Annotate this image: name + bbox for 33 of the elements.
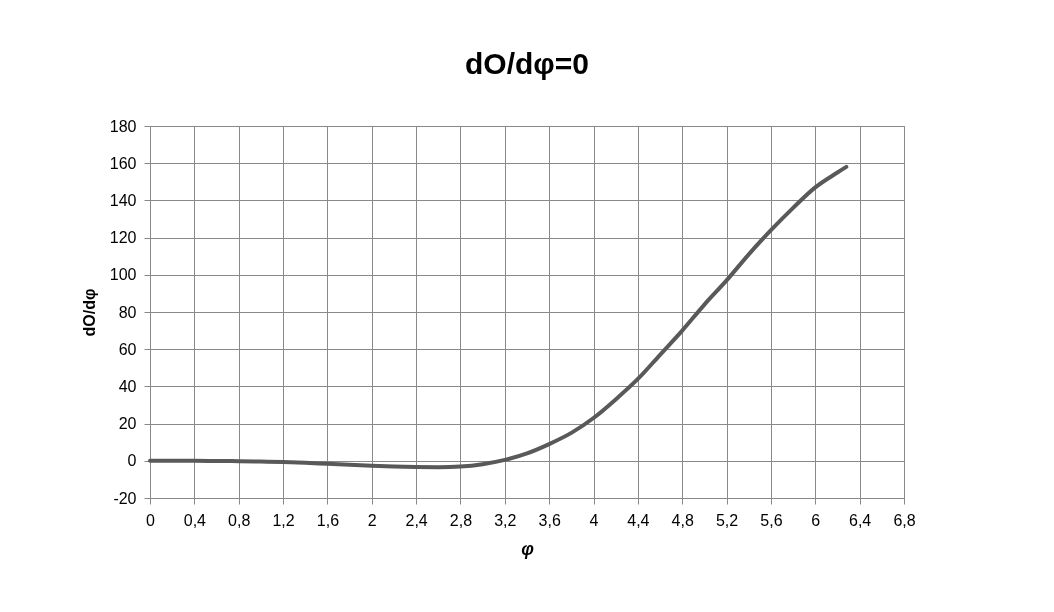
y-axis-title: dO/dφ <box>80 288 98 337</box>
x-tick-label: 4 <box>589 511 599 529</box>
y-tick-label: 140 <box>109 191 137 209</box>
x-tick-label: 3,6 <box>538 511 561 529</box>
line-series <box>148 164 849 470</box>
y-tick-label: 120 <box>109 229 137 247</box>
x-tick-label: 0,4 <box>183 511 207 529</box>
y-tick-label: 180 <box>109 117 137 135</box>
x-tick-label: 1,2 <box>272 511 295 529</box>
x-tick-label: 3,2 <box>494 511 517 529</box>
x-tick-label: 1,6 <box>316 511 340 529</box>
x-tick-label: 0 <box>146 511 156 529</box>
x-tick-label: 2,8 <box>449 511 473 529</box>
x-axis-title: φ <box>521 538 535 559</box>
x-tick-label: 0,8 <box>228 511 251 529</box>
x-tick-label: 6,8 <box>893 511 916 529</box>
y-tick-label: 60 <box>118 340 137 358</box>
x-tick-label: 2 <box>367 511 377 529</box>
x-tick-label: 6 <box>811 511 821 529</box>
x-tick-label: 6,4 <box>849 511 872 529</box>
y-tick-label: 0 <box>127 452 137 470</box>
x-tick-label: 5,2 <box>715 511 739 529</box>
y-tick-label: 40 <box>118 377 137 395</box>
x-tick-label: 2,4 <box>405 511 428 529</box>
x-tick-label: 5,6 <box>760 511 783 529</box>
y-tick-label: 160 <box>109 154 137 172</box>
y-tick-label: -20 <box>113 489 137 507</box>
y-tick-label: 20 <box>118 415 137 433</box>
x-tick-label: 4,8 <box>671 511 694 529</box>
y-tick-label: 100 <box>109 266 137 284</box>
y-tick-label: 80 <box>118 303 137 321</box>
chart-title: dO/dφ=0 <box>465 47 589 80</box>
x-tick-label: 4,4 <box>627 511 650 529</box>
